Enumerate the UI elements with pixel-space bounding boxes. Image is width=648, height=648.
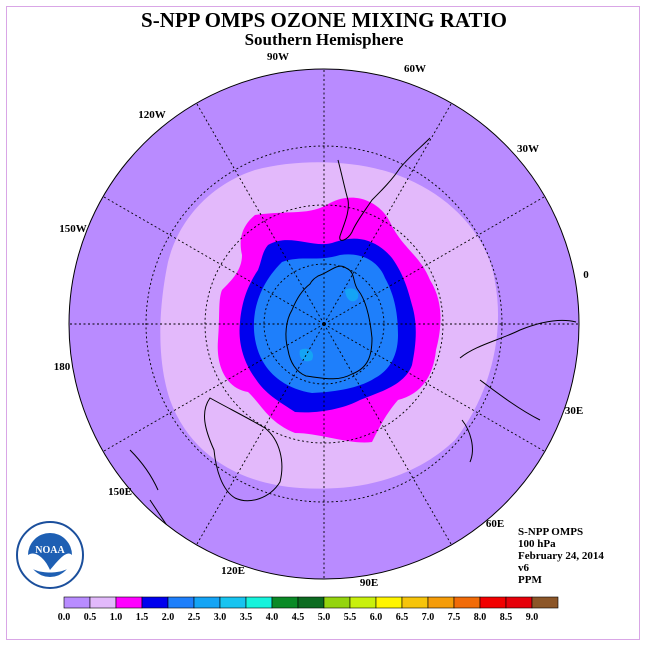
colorbar-tick-label: 3.0 — [214, 612, 227, 623]
info-version: v6 — [518, 562, 529, 574]
colorbar-tick-label: 2.5 — [188, 612, 201, 623]
longitude-label: 90W — [267, 51, 289, 63]
colorbar-tick-label: 6.5 — [396, 612, 409, 623]
colorbar-tick-label: 6.0 — [370, 612, 383, 623]
colorbar-swatch — [297, 596, 325, 609]
antarctica-coastline — [285, 265, 373, 380]
map-title: S-NPP OMPS OZONE MIXING RATIO — [141, 8, 507, 32]
colorbar-swatch — [375, 596, 403, 609]
colorbar-swatch — [245, 596, 273, 609]
colorbar-swatch — [453, 596, 481, 609]
info-block: S-NPP OMPS 100 hPa February 24, 2014 v6 … — [518, 526, 604, 586]
meridian-line — [196, 102, 325, 325]
colorbar-swatch — [349, 596, 377, 609]
longitude-label: 90E — [360, 577, 378, 589]
colorbar-swatch — [323, 596, 351, 609]
colorbar-tick-label: 7.0 — [422, 612, 435, 623]
colorbar-tick-label: 8.0 — [474, 612, 487, 623]
info-level: 100 hPa — [518, 538, 556, 550]
figure-frame — [6, 6, 640, 640]
info-date: February 24, 2014 — [518, 550, 604, 562]
longitude-label: 60E — [486, 518, 504, 530]
colorbar-swatch — [63, 596, 91, 609]
colorbar-tick-label: 4.0 — [266, 612, 279, 623]
colorbar-swatch — [167, 596, 195, 609]
colorbar-tick-label: 1.0 — [110, 612, 123, 623]
longitude-label: 30E — [565, 405, 583, 417]
colorbar-swatch — [401, 596, 429, 609]
meridian-line — [102, 196, 325, 325]
colorbar-swatch — [271, 596, 299, 609]
meridian-line — [323, 196, 546, 325]
longitude-label: 180 — [54, 361, 71, 373]
ozone-band-2-5 — [299, 288, 359, 362]
colorbar-swatch — [89, 596, 117, 609]
meridians — [69, 69, 579, 579]
longitude-label: 30W — [517, 143, 539, 155]
colorbar-swatch — [479, 596, 507, 609]
noaa-logo-text: NOAA — [35, 545, 65, 556]
longitude-labels: 0 30E 60E 90E 120E 150E 180 150W 120W 90W 60W 30W — [54, 51, 590, 589]
longitude-label: 120W — [138, 109, 166, 121]
colorbar-swatch — [193, 596, 221, 609]
colorbar-tick-label: 0.5 — [84, 612, 97, 623]
info-units: PPM — [518, 574, 542, 586]
longitude-label: 150E — [108, 486, 132, 498]
noaa-logo: NOAA — [16, 521, 84, 589]
colorbar-tick-label: 7.5 — [448, 612, 461, 623]
colorbar-tick-label: 4.5 — [292, 612, 305, 623]
longitude-label: 120E — [221, 565, 245, 577]
map-subtitle: Southern Hemisphere — [244, 30, 404, 49]
info-product: S-NPP OMPS — [518, 526, 584, 538]
south-america-coastline — [337, 137, 431, 241]
colorbar-swatch — [115, 596, 143, 609]
colorbar-tick-label: 1.5 — [136, 612, 149, 623]
colorbar-tick-label: 9.0 — [526, 612, 539, 623]
colorbar-tick-label: 8.5 — [500, 612, 513, 623]
colorbar-tick-label: 0.0 — [58, 612, 71, 623]
meridian-line — [196, 323, 325, 546]
colorbar: 0.0 0.5 1.0 1.5 2.0 2.5 3.0 3.5 4.0 4.5 5.0 5.5 6.0 6… — [58, 596, 559, 623]
colorbar-swatch — [505, 596, 533, 609]
colorbar-swatch — [141, 596, 169, 609]
longitude-label: 0 — [583, 269, 589, 281]
meridian-line — [323, 323, 546, 452]
colorbar-tick-label: 5.5 — [344, 612, 357, 623]
africa-coastline — [459, 319, 577, 421]
meridian-line — [102, 323, 325, 452]
map-boundary — [68, 68, 580, 580]
colorbar-swatch — [427, 596, 455, 609]
colorbar-swatch — [219, 596, 247, 609]
colorbar-tick-label: 5.0 — [318, 612, 331, 623]
madagascar-coastline — [461, 419, 473, 463]
australia-coastline — [203, 397, 283, 502]
longitude-label: 60W — [404, 63, 426, 75]
colorbar-tick-label: 3.5 — [240, 612, 253, 623]
longitude-label: 150W — [59, 223, 87, 235]
meridian-line — [323, 323, 452, 546]
colorbar-swatch — [531, 596, 559, 609]
meridian-line — [323, 102, 452, 325]
colorbar-tick-label: 2.0 — [162, 612, 175, 623]
